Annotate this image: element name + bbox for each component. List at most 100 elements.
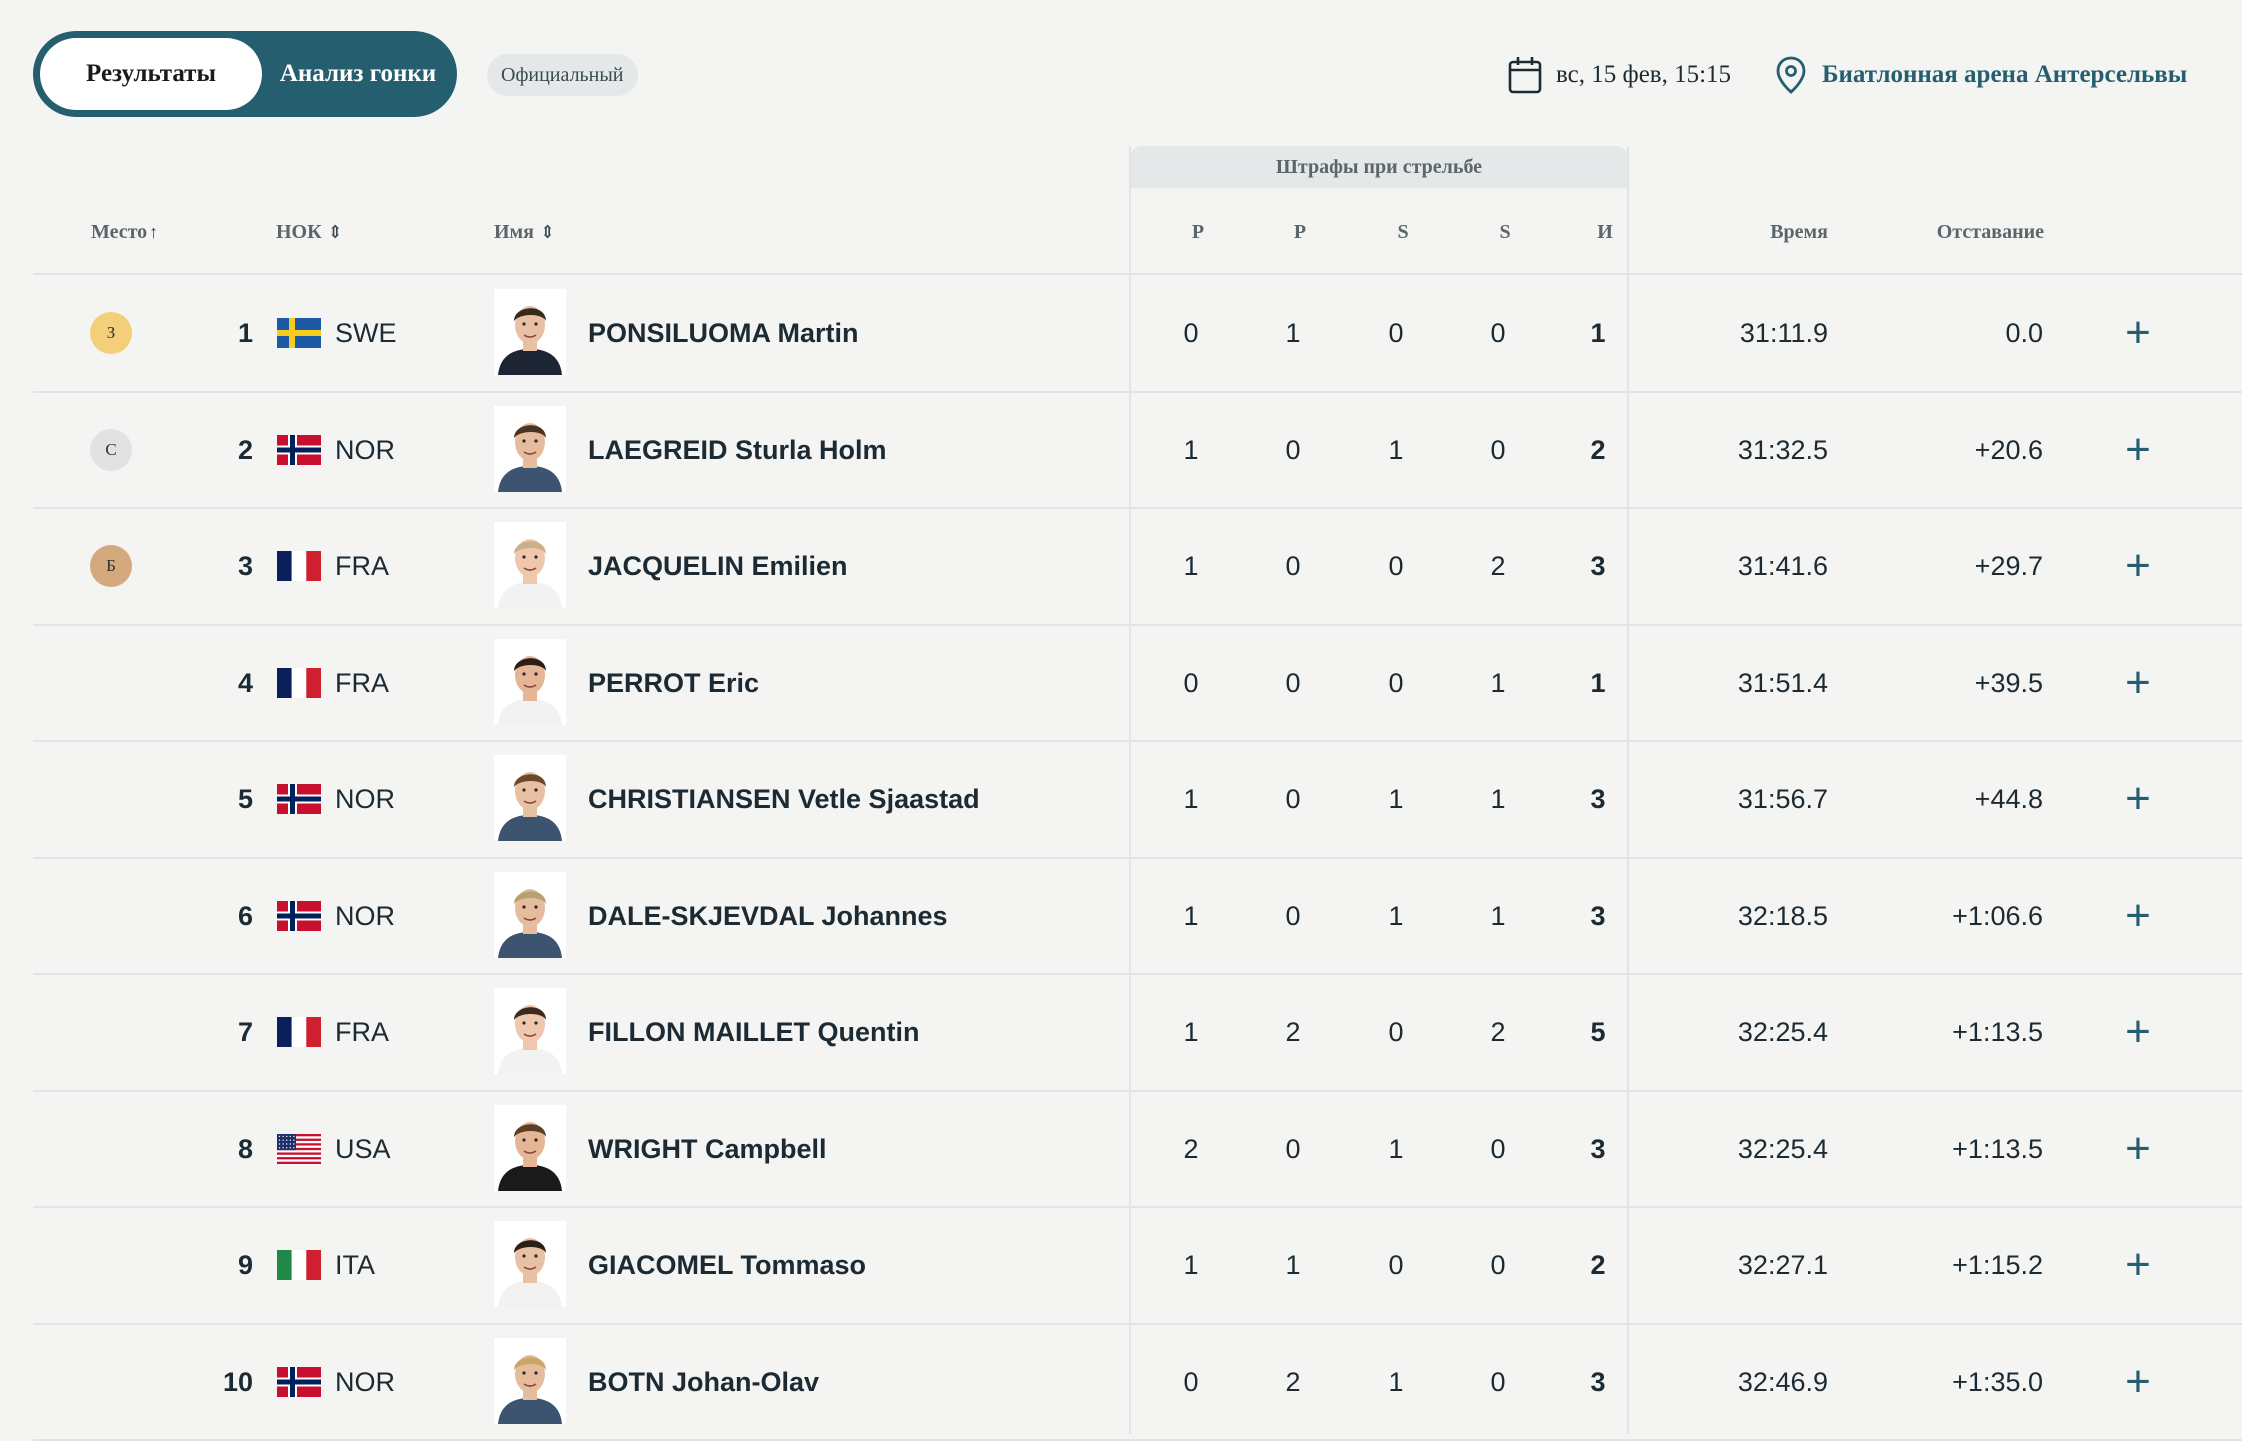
- penalty-s1: 0: [1388, 551, 1404, 581]
- expand-row-button[interactable]: +: [2118, 1091, 2158, 1207]
- flag-swe-icon: [277, 318, 321, 348]
- penalty-p1: 1: [1183, 900, 1199, 931]
- plus-icon: +: [2125, 541, 2151, 590]
- noc-code: FRA: [335, 667, 389, 698]
- column-header-name[interactable]: Имя ⇕: [494, 218, 555, 246]
- penalty-p1: 1: [1183, 1250, 1199, 1280]
- athlete-name[interactable]: PERROT Eric: [588, 667, 760, 698]
- penalty-p1: 0: [1183, 1366, 1199, 1397]
- penalty-total: 1: [1590, 667, 1606, 698]
- expand-row-button[interactable]: +: [2118, 508, 2158, 624]
- flag-fra-icon: [277, 667, 321, 698]
- penalty-s2: 0: [1490, 434, 1506, 465]
- shooting-penalties-header: Штрафы при стрельбе: [1130, 146, 1628, 188]
- rank: 10: [222, 1366, 253, 1397]
- divider: [1627, 146, 1629, 1434]
- medal-badge: З: [90, 312, 132, 354]
- penalty-s2: 2: [1490, 1017, 1506, 1047]
- penalty-p2: 0: [1285, 900, 1301, 931]
- finish-time: 31:32.5: [1737, 434, 1828, 465]
- finish-time: 31:41.6: [1737, 551, 1828, 581]
- penalty-s2: 1: [1490, 667, 1506, 698]
- athlete-name[interactable]: GIACOMEL Tommaso: [588, 1250, 867, 1280]
- expand-row-button[interactable]: +: [2118, 1207, 2158, 1323]
- column-header-noc[interactable]: НОК ⇕: [276, 218, 343, 246]
- expand-row-button[interactable]: +: [2118, 275, 2158, 391]
- athlete-photo: [494, 871, 566, 958]
- athlete-name[interactable]: CHRISTIANSEN Vetle Sjaastad: [588, 784, 980, 814]
- plus-icon: +: [2125, 1007, 2151, 1056]
- finish-time: 32:46.9: [1737, 1366, 1828, 1397]
- row-divider: [33, 390, 2242, 393]
- expand-row-button[interactable]: +: [2118, 625, 2158, 741]
- penalty-p1: 2: [1183, 1133, 1199, 1164]
- row-divider: [33, 623, 2242, 626]
- rank: 9: [237, 1250, 253, 1280]
- column-header-rank-label: Место: [91, 221, 148, 243]
- column-header-noc-label: НОК: [276, 221, 322, 243]
- noc-code: NOR: [335, 784, 395, 814]
- expand-row-button[interactable]: +: [2118, 392, 2158, 508]
- penalty-total: 2: [1590, 434, 1606, 465]
- medal-badge: С: [90, 428, 132, 471]
- row-divider: [33, 973, 2242, 975]
- flag-fra-icon: [277, 1017, 321, 1047]
- column-header-time: Время: [1770, 221, 1828, 243]
- penalty-total: 1: [1590, 318, 1606, 348]
- expand-row-button[interactable]: +: [2118, 974, 2158, 1090]
- penalty-p1: 1: [1183, 551, 1199, 581]
- penalty-p2: 0: [1285, 551, 1301, 581]
- penalty-s1: 1: [1388, 900, 1404, 931]
- medal-badge: Б: [90, 545, 132, 587]
- penalty-s1: 1: [1388, 784, 1404, 814]
- finish-time: 32:18.5: [1737, 900, 1828, 931]
- athlete-photo: [494, 988, 566, 1074]
- athlete-name[interactable]: DALE-SKJEVDAL Johannes: [588, 900, 948, 931]
- column-header-total: И: [1597, 221, 1613, 243]
- athlete-name[interactable]: WRIGHT Campbell: [588, 1133, 827, 1164]
- rank: 1: [237, 318, 253, 348]
- plus-icon: +: [2125, 774, 2151, 823]
- expand-row-button[interactable]: +: [2118, 1324, 2158, 1440]
- column-header-rank[interactable]: Место ↑: [91, 218, 158, 246]
- table-row: 9 ITA GIACOMEL Tommaso 1 1 0 0 2 32:27.1 +1:15.2 +: [33, 1207, 2242, 1323]
- penalty-s2: 2: [1490, 551, 1506, 581]
- penalty-p1: 1: [1183, 784, 1199, 814]
- column-header-behind: Отставание: [1936, 221, 2044, 243]
- table-row: 5 NOR CHRISTIANSEN Vetle Sjaastad 1 0 1 1 3 31:5…: [33, 741, 2242, 857]
- rank: 3: [237, 551, 253, 581]
- expand-row-button[interactable]: +: [2118, 858, 2158, 974]
- finish-time: 32:25.4: [1737, 1017, 1828, 1047]
- athlete-name[interactable]: FILLON MAILLET Quentin: [588, 1017, 920, 1047]
- sort-icon: ⇕: [540, 222, 556, 242]
- rank: 6: [237, 900, 253, 931]
- penalty-s1: 1: [1388, 1133, 1404, 1164]
- athlete-name[interactable]: JACQUELIN Emilien: [588, 551, 848, 581]
- tab-results[interactable]: Результаты: [40, 38, 262, 110]
- penalty-s1: 0: [1388, 667, 1404, 698]
- penalty-p2: 1: [1285, 318, 1301, 348]
- flag-usa-icon: [277, 1133, 321, 1164]
- flag-nor-icon: [277, 434, 321, 465]
- penalty-p2: 0: [1285, 434, 1301, 465]
- expand-row-button[interactable]: +: [2118, 741, 2158, 857]
- penalty-s2: 1: [1490, 900, 1506, 931]
- athlete-name[interactable]: BOTN Johan-Olav: [588, 1366, 820, 1397]
- flag-nor-icon: [277, 1366, 321, 1397]
- finish-time: 31:56.7: [1737, 784, 1828, 814]
- athlete-name[interactable]: LAEGREID Sturla Holm: [588, 434, 887, 465]
- penalty-total: 2: [1590, 1250, 1606, 1280]
- flag-fra-icon: [277, 551, 321, 581]
- penalty-s1: 0: [1388, 318, 1404, 348]
- penalty-s2: 0: [1490, 1133, 1506, 1164]
- plus-icon: +: [2125, 1123, 2151, 1173]
- column-header-standing-2: S: [1499, 221, 1511, 243]
- athlete-photo: [494, 405, 566, 492]
- time-behind: +29.7: [1974, 551, 2043, 581]
- tab-race-analysis[interactable]: Анализ гонки: [279, 60, 437, 87]
- flag-nor-icon: [277, 900, 321, 931]
- finish-time: 32:25.4: [1737, 1133, 1828, 1164]
- athlete-photo: [494, 1337, 566, 1424]
- athlete-name[interactable]: PONSILUOMA Martin: [588, 318, 859, 348]
- venue-link[interactable]: Биатлонная арена Антерсельвы: [1822, 61, 2188, 88]
